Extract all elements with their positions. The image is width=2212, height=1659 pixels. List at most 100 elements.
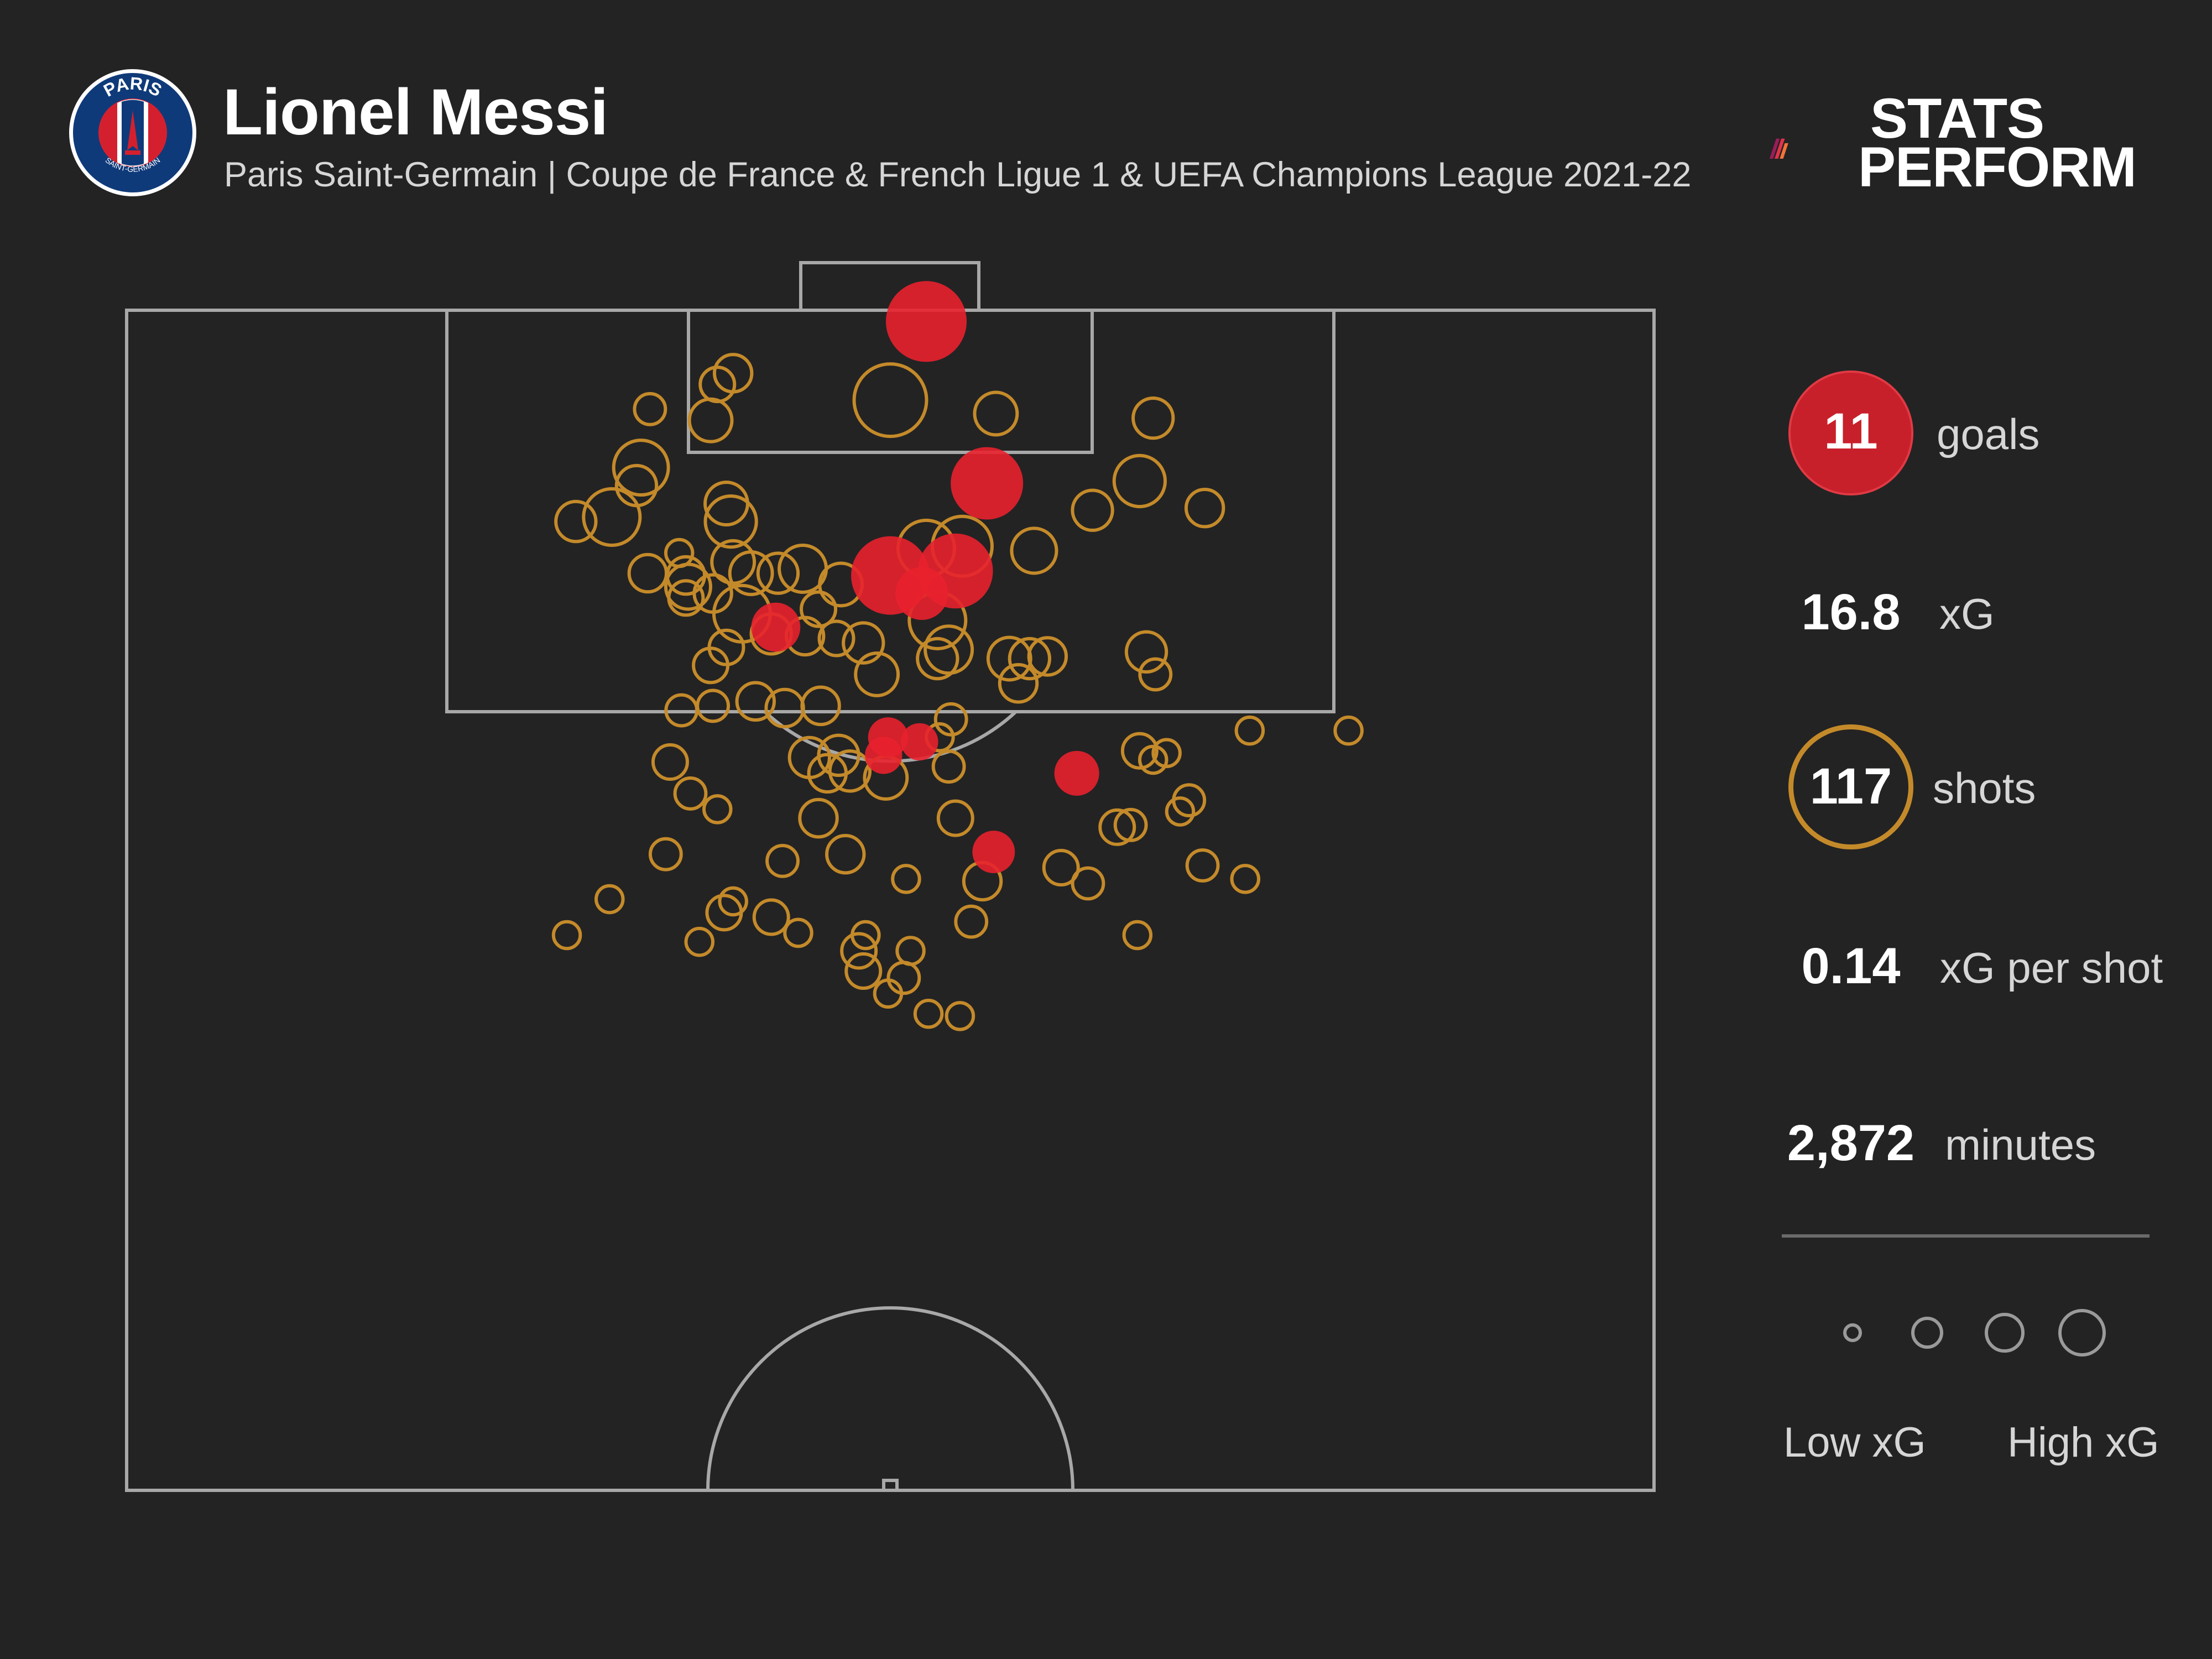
shot-marker: [1120, 732, 1159, 770]
shots-marker: [1788, 724, 1913, 849]
shot-marker: [1185, 848, 1220, 883]
psg-crest-logo: PARIS SAINT-GERMAIN: [69, 69, 196, 196]
shot-marker: [728, 550, 774, 597]
legend-size-dot: [1843, 1323, 1862, 1342]
shot-marker: [718, 886, 748, 917]
shot-marker: [842, 621, 885, 665]
shot-marker: [633, 392, 667, 426]
xg-per-shot-value: 0.14: [1801, 938, 1901, 994]
legend-size-dot: [1911, 1317, 1943, 1349]
shot-marker: [765, 843, 800, 878]
shot-marker: [783, 917, 813, 948]
shot-marker: [945, 1001, 975, 1031]
shot-marker: [807, 753, 848, 794]
shot-marker: [648, 837, 683, 872]
shot-marker: [854, 651, 900, 697]
minutes-value: 2,872: [1787, 1115, 1915, 1171]
shot-marker: [696, 688, 731, 723]
goal-marker: [751, 602, 801, 652]
shot-marker: [1071, 488, 1114, 532]
shot-marker: [844, 952, 883, 990]
shot-marker: [1184, 487, 1225, 529]
shot-marker: [705, 894, 743, 932]
goals-label: goals: [1937, 410, 2040, 458]
goals-value: 11: [1824, 403, 1878, 460]
shot-marker: [673, 776, 708, 811]
shot-marker: [664, 562, 712, 611]
shot-marker: [1131, 396, 1175, 440]
shot-marker: [891, 864, 921, 894]
pitch-lines: [125, 261, 1656, 1492]
chart-subtitle: Paris Saint-Germain | Coupe de France & …: [224, 155, 1692, 194]
shot-marker: [954, 904, 989, 939]
shot-marker: [627, 552, 669, 594]
shot-marker: [702, 794, 733, 825]
shot-marker: [924, 624, 974, 675]
shot-marker: [612, 439, 670, 497]
shot-marker: [1138, 657, 1173, 692]
legend-size-dot: [2058, 1309, 2106, 1357]
shot-marker: [825, 833, 866, 875]
shot-marker: [684, 926, 715, 957]
shot-marker: [931, 749, 966, 784]
goal-marker: [895, 567, 948, 620]
shots-value: 117: [1809, 758, 1892, 815]
goal-marker: [951, 447, 1024, 520]
brand-line-perform: PERFORM: [1858, 135, 2137, 199]
xg-label: xG: [1939, 589, 1995, 638]
shot-marker: [582, 487, 642, 547]
penalty-area: [445, 309, 1335, 713]
shot-marker: [1230, 864, 1261, 894]
shot-marker: [752, 898, 790, 936]
shot-marker: [817, 619, 855, 658]
shot-marker: [873, 978, 904, 1009]
shot-marker: [936, 799, 974, 837]
brand-line-stats: STATS: [1870, 87, 2044, 150]
centre-circle: [706, 1306, 1074, 1491]
shot-marker: [1165, 796, 1196, 827]
shots-layer: [551, 281, 1364, 1031]
shot-marker: [895, 936, 926, 966]
shot-marker: [840, 932, 878, 970]
shot-marker: [1151, 738, 1182, 769]
shot-marker: [594, 884, 625, 915]
goals-marker: [1788, 371, 1913, 495]
goal-marker: [1054, 750, 1099, 796]
shot-marker: [551, 920, 582, 951]
shot-marker: [1122, 920, 1153, 951]
shot-marker: [692, 646, 730, 685]
shot-marker: [756, 551, 800, 595]
shot-marker: [913, 999, 944, 1029]
pitch-outline: [125, 309, 1656, 1492]
brand-wordmark: STATS PERFORM: [1858, 87, 2137, 199]
shot-marker: [852, 362, 928, 439]
shot-marker: [1113, 807, 1148, 842]
shot-marker: [800, 590, 838, 628]
goal-marker: [972, 831, 1015, 874]
xg-per-shot-label: xG per shot: [1940, 943, 2163, 992]
shot-marker: [916, 637, 959, 681]
legend-dots: [1843, 1309, 2106, 1357]
shot-marker: [1042, 849, 1080, 887]
xg-size-legend: [1843, 1309, 2106, 1357]
shot-marker: [886, 961, 921, 995]
shot-marker: [998, 663, 1039, 704]
shot-marker: [1008, 637, 1051, 681]
shot-marker: [1333, 715, 1364, 746]
shot-marker: [667, 579, 705, 617]
shot-marker: [933, 702, 968, 737]
shot-marker: [687, 397, 734, 444]
legend-size-dot: [1985, 1313, 2025, 1353]
goal-marker: [885, 281, 967, 362]
shot-marker: [1234, 715, 1265, 746]
shot-marker: [1172, 783, 1207, 818]
shot-marker: [703, 494, 758, 549]
shot-marker: [1124, 630, 1168, 674]
panel-divider: [1782, 1234, 2150, 1238]
goal-marker: [865, 737, 902, 774]
shot-marker: [798, 797, 839, 839]
shot-map: [125, 261, 1656, 1492]
shot-marker: [735, 681, 776, 722]
chart-title: Lionel Messi: [223, 76, 608, 149]
shot-marker: [1027, 636, 1068, 677]
